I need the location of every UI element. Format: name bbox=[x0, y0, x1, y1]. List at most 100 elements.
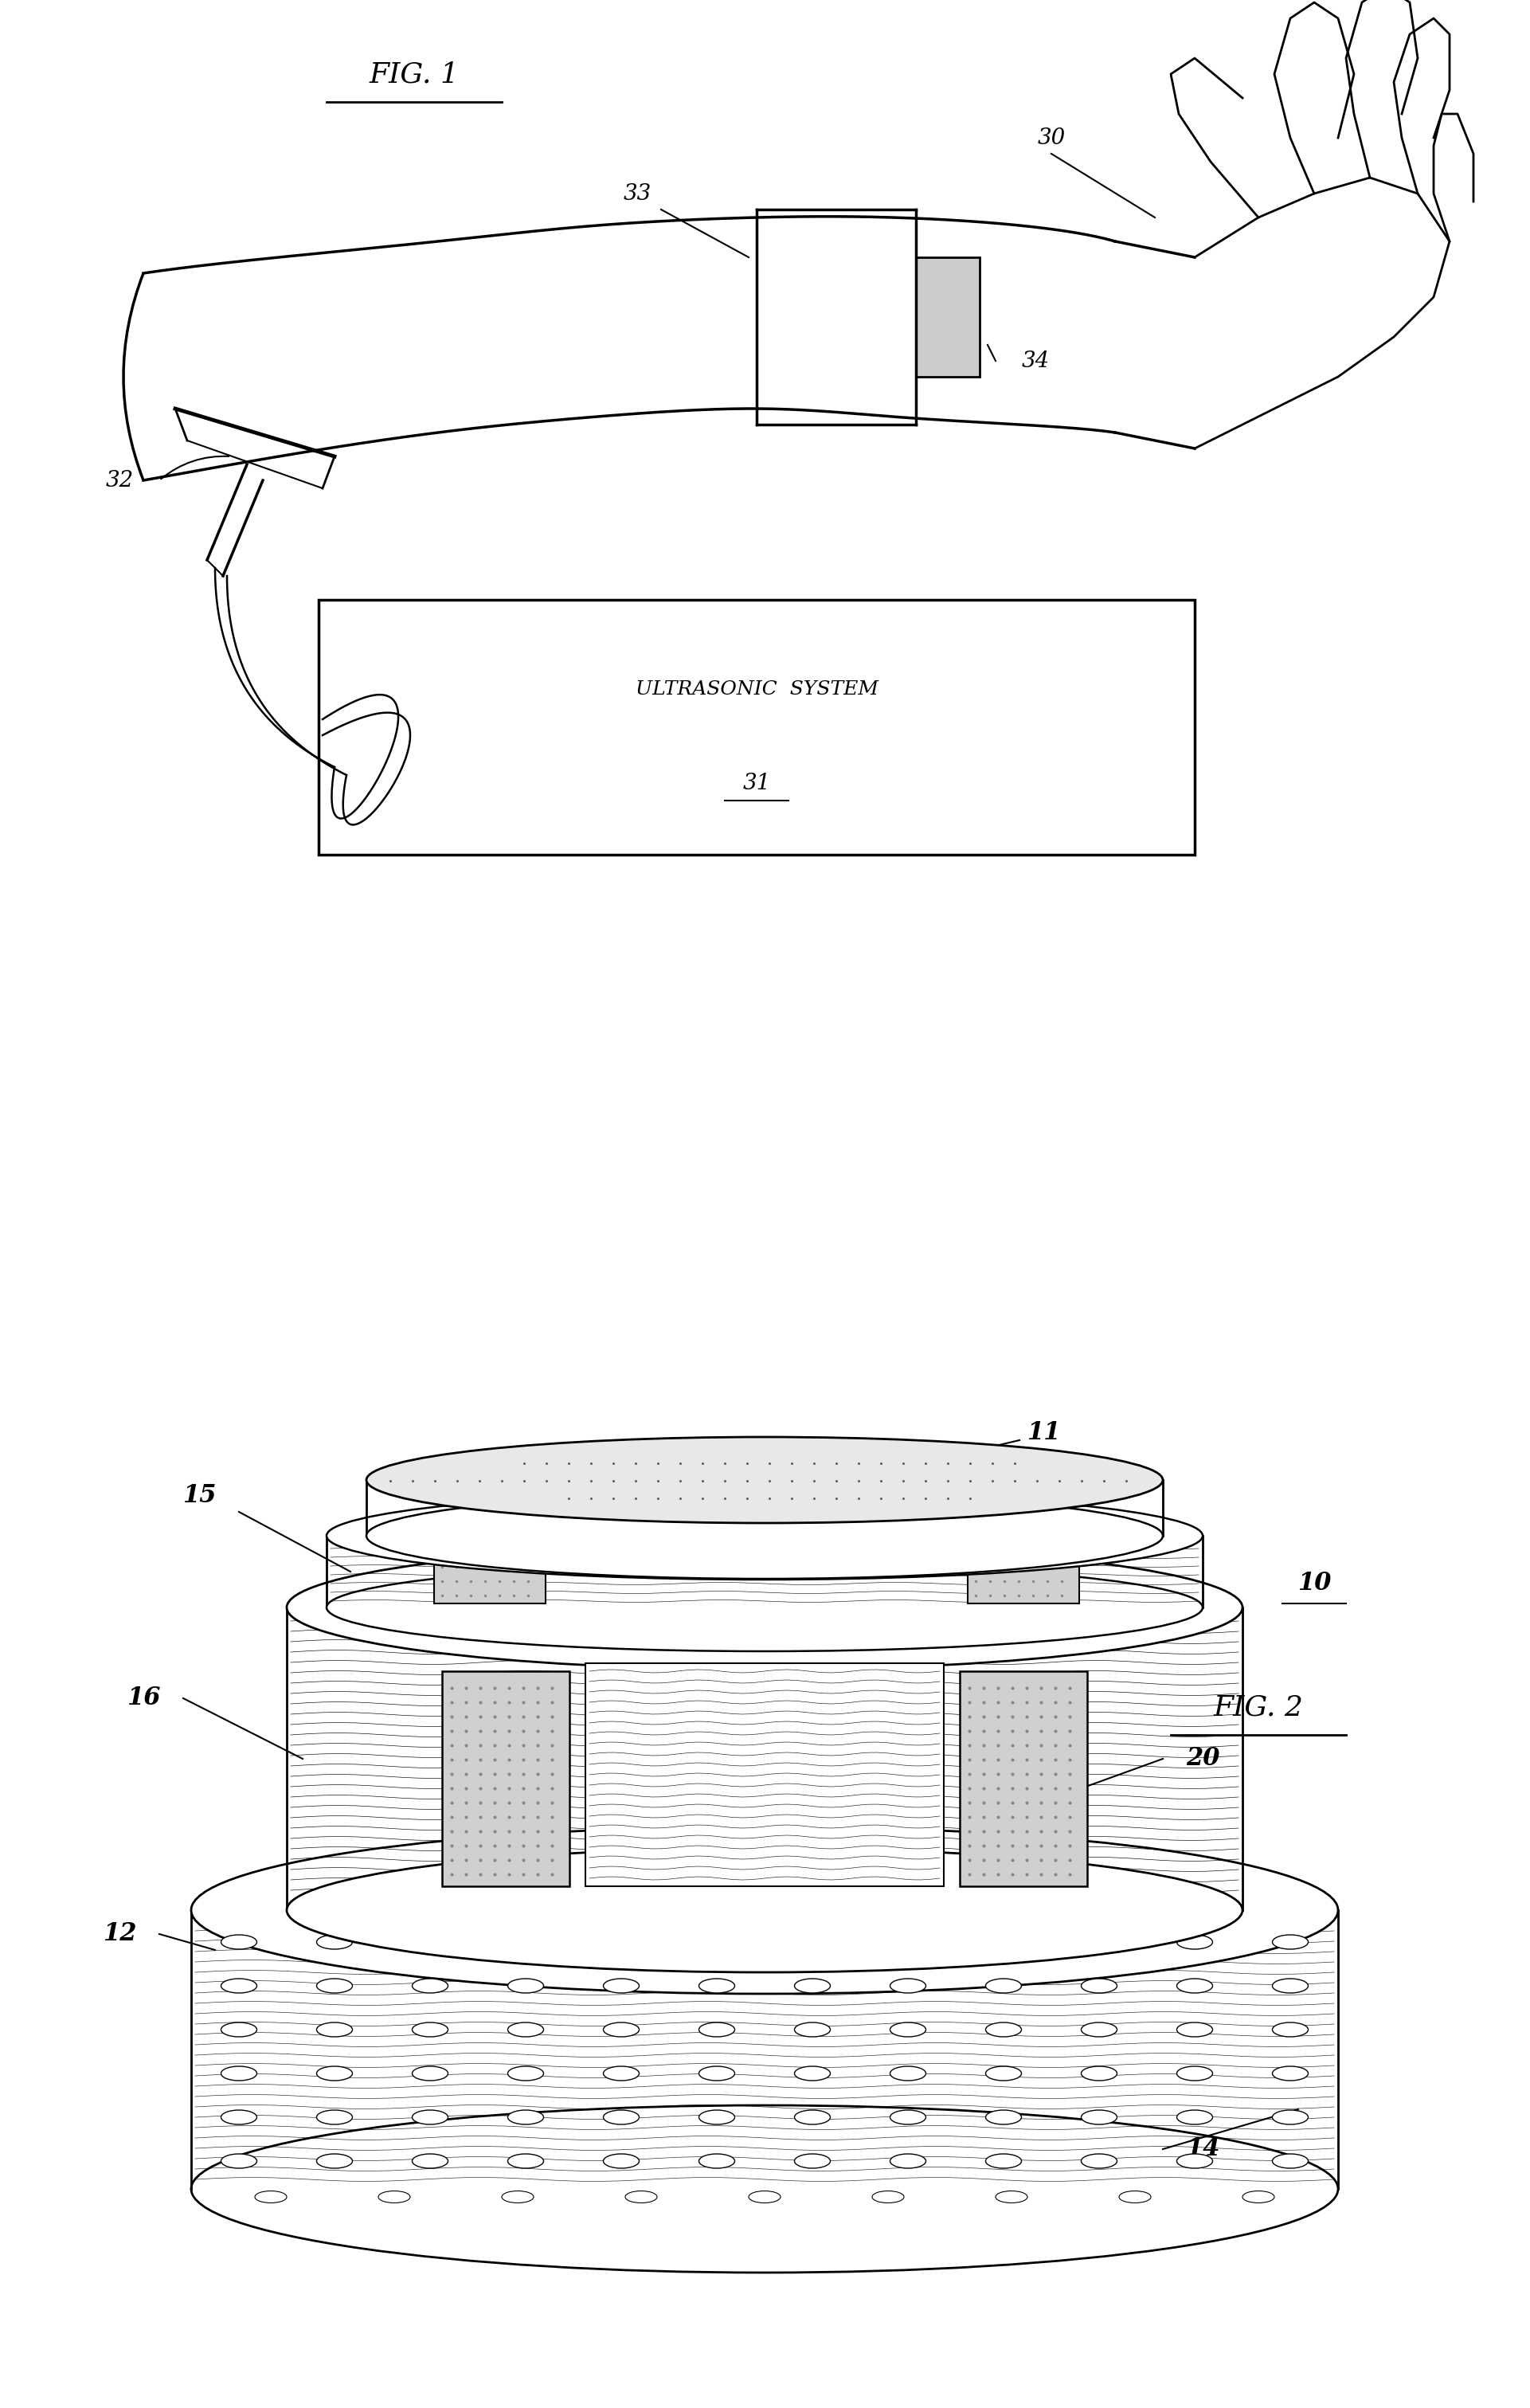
Ellipse shape bbox=[220, 1936, 257, 1948]
Ellipse shape bbox=[794, 2109, 831, 2124]
Ellipse shape bbox=[699, 2153, 734, 2167]
Ellipse shape bbox=[1177, 2153, 1213, 2167]
Ellipse shape bbox=[985, 1936, 1022, 1948]
Ellipse shape bbox=[286, 1847, 1242, 1972]
Text: 34: 34 bbox=[1022, 349, 1050, 371]
Text: 14: 14 bbox=[1186, 2136, 1219, 2162]
Ellipse shape bbox=[412, 2153, 448, 2167]
Ellipse shape bbox=[890, 2066, 926, 2081]
Ellipse shape bbox=[603, 1979, 640, 1994]
Text: 31: 31 bbox=[742, 773, 771, 795]
Ellipse shape bbox=[317, 2109, 352, 2124]
Text: 10: 10 bbox=[1297, 1570, 1331, 1597]
Ellipse shape bbox=[1273, 2109, 1308, 2124]
Ellipse shape bbox=[366, 1438, 1163, 1522]
Ellipse shape bbox=[699, 2023, 734, 2037]
Ellipse shape bbox=[1177, 2023, 1213, 2037]
Bar bbox=[959, 1671, 1088, 1885]
Ellipse shape bbox=[1082, 1936, 1117, 1948]
Ellipse shape bbox=[326, 1493, 1203, 1580]
Ellipse shape bbox=[191, 2105, 1339, 2273]
Text: FIG. 1: FIG. 1 bbox=[369, 60, 459, 87]
Bar bbox=[435, 1539, 546, 1604]
Ellipse shape bbox=[794, 2153, 831, 2167]
Ellipse shape bbox=[985, 1979, 1022, 1994]
Ellipse shape bbox=[890, 2109, 926, 2124]
Ellipse shape bbox=[890, 1979, 926, 1994]
Ellipse shape bbox=[1273, 2023, 1308, 2037]
Ellipse shape bbox=[872, 2191, 904, 2203]
Ellipse shape bbox=[1082, 2153, 1117, 2167]
Ellipse shape bbox=[985, 2109, 1022, 2124]
Bar bbox=[586, 1664, 944, 1885]
Ellipse shape bbox=[699, 2066, 734, 2081]
Ellipse shape bbox=[1273, 2153, 1308, 2167]
Ellipse shape bbox=[1177, 1936, 1213, 1948]
FancyArrowPatch shape bbox=[161, 455, 230, 479]
Ellipse shape bbox=[890, 1936, 926, 1948]
Ellipse shape bbox=[985, 2023, 1022, 2037]
Ellipse shape bbox=[1273, 1979, 1308, 1994]
Ellipse shape bbox=[794, 2066, 831, 2081]
Ellipse shape bbox=[317, 1936, 352, 1948]
Text: 12: 12 bbox=[103, 1922, 136, 1946]
Ellipse shape bbox=[603, 1936, 640, 1948]
Bar bbox=[916, 258, 979, 376]
Ellipse shape bbox=[1118, 2191, 1151, 2203]
Text: ULTRASONIC  SYSTEM: ULTRASONIC SYSTEM bbox=[635, 679, 878, 698]
Ellipse shape bbox=[603, 2023, 640, 2037]
Ellipse shape bbox=[626, 2191, 656, 2203]
Ellipse shape bbox=[603, 2109, 640, 2124]
Ellipse shape bbox=[378, 2191, 410, 2203]
Ellipse shape bbox=[508, 2066, 543, 2081]
Ellipse shape bbox=[1082, 2023, 1117, 2037]
Text: 15: 15 bbox=[182, 1483, 216, 1507]
Ellipse shape bbox=[1082, 1979, 1117, 1994]
Ellipse shape bbox=[794, 1936, 831, 1948]
Ellipse shape bbox=[603, 2066, 640, 2081]
Bar bbox=[967, 1539, 1079, 1604]
Ellipse shape bbox=[412, 2109, 448, 2124]
Ellipse shape bbox=[699, 1979, 734, 1994]
Ellipse shape bbox=[508, 1936, 543, 1948]
Ellipse shape bbox=[412, 1936, 448, 1948]
Ellipse shape bbox=[220, 2109, 257, 2124]
Ellipse shape bbox=[317, 2066, 352, 2081]
Text: 16: 16 bbox=[127, 1686, 161, 1710]
Text: 33: 33 bbox=[623, 183, 652, 205]
Ellipse shape bbox=[191, 1828, 1339, 1994]
Ellipse shape bbox=[1177, 1979, 1213, 1994]
Ellipse shape bbox=[890, 2153, 926, 2167]
Ellipse shape bbox=[699, 2109, 734, 2124]
Ellipse shape bbox=[412, 2066, 448, 2081]
Text: 11: 11 bbox=[1027, 1421, 1060, 1445]
Ellipse shape bbox=[508, 1979, 543, 1994]
Ellipse shape bbox=[794, 1979, 831, 1994]
Text: FIG. 2: FIG. 2 bbox=[1213, 1693, 1304, 1722]
Ellipse shape bbox=[985, 2153, 1022, 2167]
Ellipse shape bbox=[603, 2153, 640, 2167]
Ellipse shape bbox=[286, 1546, 1242, 1669]
Ellipse shape bbox=[1082, 2109, 1117, 2124]
Ellipse shape bbox=[1273, 1936, 1308, 1948]
Ellipse shape bbox=[317, 2153, 352, 2167]
Ellipse shape bbox=[317, 1979, 352, 1994]
Ellipse shape bbox=[508, 2023, 543, 2037]
Ellipse shape bbox=[1177, 2066, 1213, 2081]
Ellipse shape bbox=[985, 2066, 1022, 2081]
Bar bbox=[318, 600, 1195, 855]
Ellipse shape bbox=[220, 2023, 257, 2037]
Ellipse shape bbox=[748, 2191, 780, 2203]
Text: 30: 30 bbox=[1037, 128, 1065, 149]
Ellipse shape bbox=[317, 2023, 352, 2037]
Ellipse shape bbox=[412, 1979, 448, 1994]
Ellipse shape bbox=[699, 1936, 734, 1948]
Ellipse shape bbox=[508, 2153, 543, 2167]
Ellipse shape bbox=[256, 2191, 286, 2203]
Bar bbox=[442, 1671, 569, 1885]
Text: 20: 20 bbox=[1186, 1746, 1219, 1772]
Ellipse shape bbox=[412, 2023, 448, 2037]
Ellipse shape bbox=[1273, 2066, 1308, 2081]
Ellipse shape bbox=[502, 2191, 534, 2203]
Ellipse shape bbox=[220, 2066, 257, 2081]
